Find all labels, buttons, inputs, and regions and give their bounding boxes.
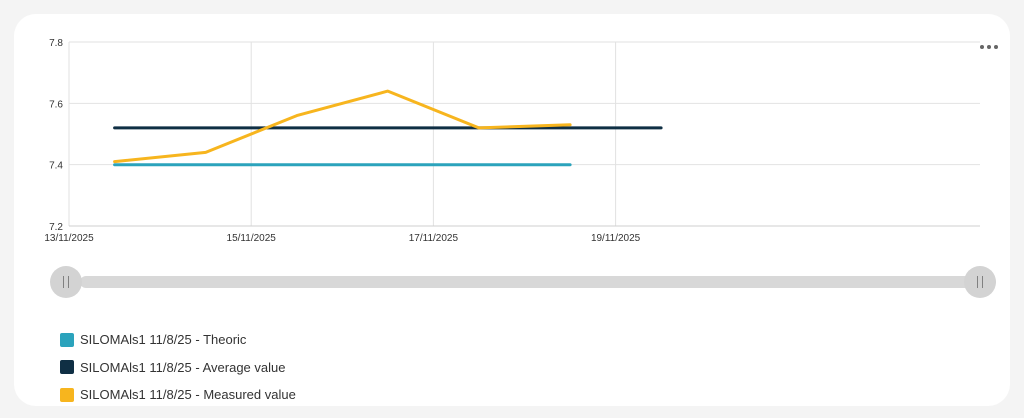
legend-label: SILOMAls1 11/8/25 - Theoric — [80, 332, 247, 348]
x-tick-label: 13/11/2025 — [44, 233, 94, 244]
range-slider-end-handle[interactable] — [964, 266, 996, 298]
y-tick-label: 7.2 — [49, 222, 63, 233]
legend-swatch — [60, 332, 74, 347]
range-slider-track[interactable] — [80, 276, 996, 288]
line-chart: 7.2 7.4 7.6 7.8 13/11/2025 15/11/2025 17/11/20… — [44, 38, 980, 244]
drag-handle-icon — [977, 276, 983, 288]
y-tick-label: 7.6 — [49, 99, 63, 110]
chart-legend: SILOMAls1 11/8/25 - Theoric SILOMAls1 11… — [60, 326, 296, 409]
more-options-button[interactable] — [974, 38, 1004, 56]
series-line-2 — [113, 89, 572, 164]
more-dot-icon — [980, 45, 984, 49]
y-tick-label: 7.4 — [49, 161, 63, 172]
legend-label: SILOMAls1 11/8/25 - Measured value — [80, 387, 296, 403]
range-slider-start-handle[interactable] — [50, 266, 82, 298]
legend-swatch — [60, 360, 74, 375]
legend-item-measured[interactable]: SILOMAls1 11/8/25 - Measured value — [60, 381, 296, 409]
x-tick-label: 17/11/2025 — [409, 233, 459, 244]
legend-swatch — [60, 387, 74, 402]
legend-item-theoric[interactable]: SILOMAls1 11/8/25 - Theoric — [60, 326, 296, 354]
chart-card: 7.2 7.4 7.6 7.8 13/11/2025 15/11/2025 17/11/20… — [14, 14, 1010, 406]
more-dot-icon — [987, 45, 991, 49]
more-dot-icon — [994, 45, 998, 49]
legend-label: SILOMAls1 11/8/25 - Average value — [80, 359, 286, 375]
legend-item-average[interactable]: SILOMAls1 11/8/25 - Average value — [60, 354, 296, 382]
x-tick-label: 19/11/2025 — [591, 233, 641, 244]
x-tick-label: 15/11/2025 — [227, 233, 277, 244]
y-tick-label: 7.8 — [49, 38, 63, 49]
drag-handle-icon — [63, 276, 69, 288]
